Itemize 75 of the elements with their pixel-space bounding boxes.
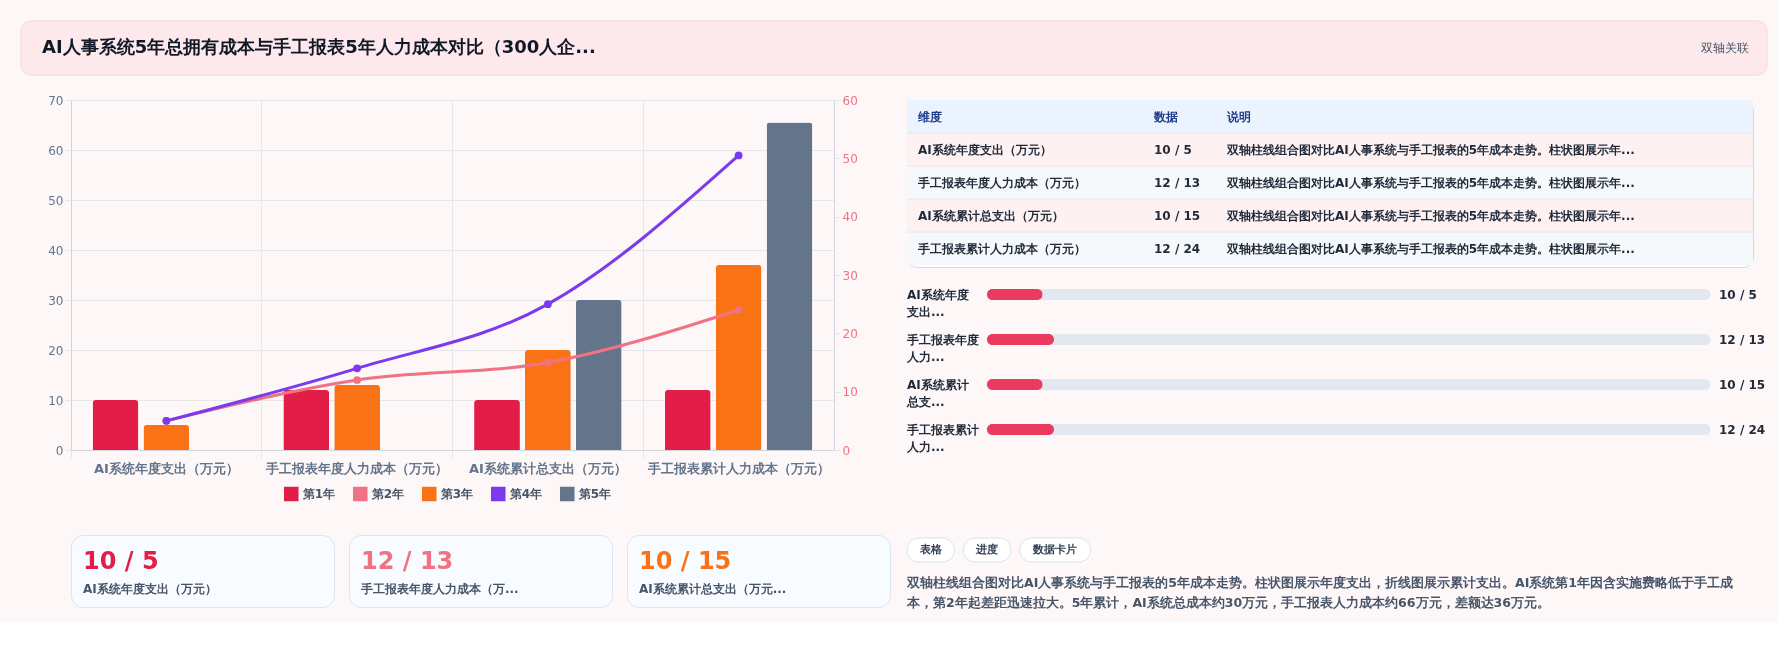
chart-title: AI人事系统5年总拥有成本与手工报表5年人力成本对比（300人企... xyxy=(42,36,596,57)
text: AI系统累计总支出（万元） xyxy=(918,208,1064,223)
point xyxy=(544,358,552,367)
y2-tick-label: 20 xyxy=(842,326,858,341)
text: 手工报表累计人力成本（万元） xyxy=(917,241,1086,256)
x-tick-label: 手工报表累计人力成本（万元） xyxy=(646,460,830,476)
point xyxy=(734,151,743,160)
y-tick-label: 40 xyxy=(48,243,64,258)
legend-label: 第5年 xyxy=(577,486,612,501)
legend-label: 第4年 xyxy=(508,486,543,501)
bar xyxy=(664,390,711,450)
y-tick-label: 手工报表累计人力... xyxy=(906,422,979,454)
text: 双轴柱线组合图对比AI人事系统与手工报表的5年成本走势。柱状图展示年... xyxy=(1226,241,1635,256)
text: 手工报表年度人力成本（万元） xyxy=(917,175,1086,190)
y2-tick-label: 30 xyxy=(842,268,858,283)
text: AI系统累计总支出（万元... xyxy=(639,582,787,596)
text: 双轴柱线组合图对比AI人事系统与手工报表的5年成本走势。柱状图展示年... xyxy=(1226,208,1635,223)
bar xyxy=(143,425,190,450)
text: 12 / 24 xyxy=(1154,241,1201,256)
bar xyxy=(524,350,571,450)
bar xyxy=(334,385,381,450)
text: 10 / 15 xyxy=(639,547,732,575)
y-tick-label: 50 xyxy=(48,193,64,208)
text: 说明 xyxy=(1226,109,1251,124)
y2-tick-label: 10 xyxy=(842,385,858,400)
point xyxy=(353,376,361,384)
bar xyxy=(575,300,622,450)
y-tick-label: 60 xyxy=(48,143,64,158)
text: 手工报表年度人力成本（万... xyxy=(360,582,519,596)
text: 双轴柱线组合图对比AI人事系统与手工报表的5年成本走势。柱状图展示年... xyxy=(1226,175,1635,190)
text: 10 / 5 xyxy=(1154,142,1192,157)
text: 10 / 15 xyxy=(1154,208,1201,223)
text: 10 / 15 xyxy=(1719,377,1766,392)
y2-tick-label: 40 xyxy=(842,210,858,225)
text: 12 / 13 xyxy=(1719,332,1766,347)
legend-label: 第3年 xyxy=(439,486,474,501)
y-tick-label: AI系统累计总支... xyxy=(906,377,969,409)
bar xyxy=(92,400,139,450)
text: AI系统年度支出（万元） xyxy=(83,582,217,596)
text: 进度 xyxy=(975,543,999,556)
text: 12 / 24 xyxy=(1719,422,1766,437)
text: 双轴柱线组合图对比AI人事系统与手工报表的5年成本走势。柱状图展示年度支出，折线图展示累计支出。AI系统第1年因含实施费略低于手工成本，第2年起差距迅速拉大。5年累计，AI系统总成本约30万元，手工报表人力成本约66万元，差额达36万元。 xyxy=(906,575,1734,610)
text: 数据 xyxy=(1153,109,1178,124)
text: 表格 xyxy=(918,543,943,556)
y-tick-label: 30 xyxy=(48,293,64,308)
y-tick-label: 70 xyxy=(48,93,64,108)
y-tick-label: 10 xyxy=(48,393,64,408)
x-tick-label: AI系统年度支出（万元） xyxy=(93,460,239,476)
y2-tick-label: 0 xyxy=(842,443,851,458)
text: 12 / 13 xyxy=(361,547,454,575)
y2-tick-label: 50 xyxy=(842,151,858,166)
y-tick-label: 手工报表年度人力... xyxy=(906,332,979,364)
bar xyxy=(474,400,520,450)
y-tick-label: 0 xyxy=(55,443,64,458)
x-tick-label: 手工报表年度人力成本（万元） xyxy=(265,460,449,476)
text: 10 / 5 xyxy=(1719,287,1757,302)
y-tick-label: AI系统年度支出... xyxy=(906,287,969,319)
text: 双轴关联 xyxy=(1701,41,1749,55)
text: 维度 xyxy=(917,109,942,124)
point xyxy=(544,300,552,309)
text: 12 / 13 xyxy=(1154,175,1201,190)
bar xyxy=(766,122,813,450)
legend-label: 第1年 xyxy=(301,486,336,501)
legend-label: 第2年 xyxy=(370,486,405,501)
y-tick-label: 20 xyxy=(48,343,64,358)
x-tick-label: AI系统累计总支出（万元） xyxy=(468,460,627,476)
text: AI系统年度支出（万元） xyxy=(918,142,1052,157)
bar xyxy=(715,265,762,450)
point xyxy=(734,306,743,314)
y2-tick-label: 60 xyxy=(842,93,858,108)
text: 10 / 5 xyxy=(83,547,159,575)
point xyxy=(353,364,361,373)
text: 数据卡片 xyxy=(1032,543,1078,556)
bar xyxy=(283,390,330,450)
text: 双轴柱线组合图对比AI人事系统与手工报表的5年成本走势。柱状图展示年... xyxy=(1226,142,1635,157)
